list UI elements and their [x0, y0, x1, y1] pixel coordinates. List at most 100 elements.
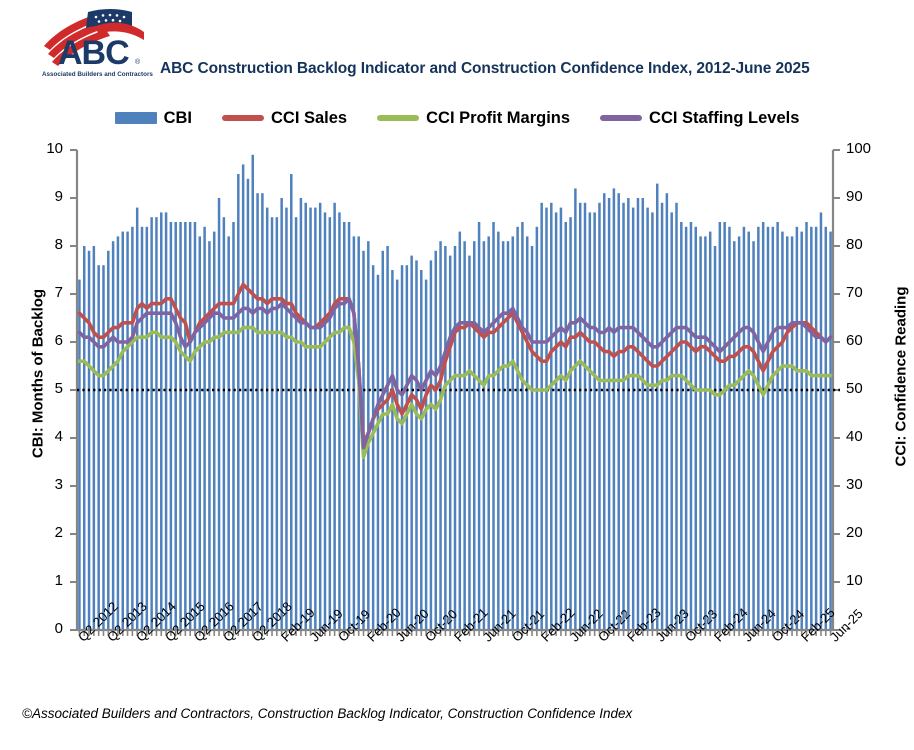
y-tick-right: 30 [846, 476, 863, 493]
cbi-bar [160, 212, 163, 630]
cbi-bar [805, 222, 808, 630]
cbi-bar [261, 193, 264, 630]
cbi-bar [338, 212, 341, 630]
cbi-bar [304, 202, 307, 631]
cbi-bar [593, 212, 596, 630]
cbi-bar [208, 241, 211, 630]
cbi-bar [237, 174, 240, 630]
cbi-bar [665, 193, 669, 630]
cbi-bar [636, 198, 640, 630]
cbi-bar [246, 178, 250, 631]
cbi-bar [766, 226, 770, 631]
cbi-bar [131, 226, 134, 631]
cbi-bar [429, 260, 433, 630]
cbi-bar [155, 217, 158, 630]
cbi-bar [347, 222, 351, 630]
cbi-bar [371, 265, 375, 630]
y-tick-right: 60 [846, 332, 863, 349]
cbi-bar [646, 207, 649, 630]
cbi-bar [497, 231, 500, 630]
cbi-bar [545, 207, 548, 630]
cbi-bar [376, 274, 380, 630]
cbi-bar [135, 207, 139, 630]
x-axis-labels: Q2 2012 Q2 2013 Q2 2014 Q2 2015 Q2 2016 Q2 20… [0, 599, 914, 702]
cbi-bar [607, 198, 611, 630]
cbi-bar [275, 217, 279, 630]
cbi-bar [554, 212, 558, 630]
cbi-bar [140, 226, 144, 631]
legend-item-cci-staffing-levels: CCI Staffing Levels [600, 109, 799, 128]
legend-item-cci-sales: CCI Sales [221, 109, 347, 128]
y-tick-right: 20 [846, 524, 863, 541]
cbi-bar [689, 222, 693, 630]
cbi-bar [612, 188, 616, 630]
cbi-bar [675, 202, 678, 631]
cbi-bar [386, 246, 389, 630]
cbi-bar [107, 250, 110, 631]
cbi-bar [704, 236, 707, 630]
cbi-bar [588, 212, 592, 630]
cbi-bar [217, 198, 221, 630]
cbi-bar [477, 222, 481, 630]
cbi-bar [723, 222, 726, 630]
cbi-bar [434, 250, 437, 631]
cbi-bar [603, 193, 606, 630]
cbi-bar [448, 255, 452, 630]
y-tick-left: 6 [54, 332, 63, 349]
cbi-bar [521, 222, 524, 630]
y-tick-right: 40 [846, 428, 863, 445]
chart-legend: CBI CCI Sales CCI Profit Margins CCI Sta… [0, 103, 914, 133]
cbi-bar [188, 222, 192, 630]
cbi-bar [718, 222, 722, 630]
cbi-bar [256, 193, 259, 630]
cbi-bar [506, 241, 510, 630]
cbi-bar [786, 236, 789, 630]
cbi-bar [660, 202, 664, 631]
legend-label-cci-profit-margins: CCI Profit Margins [426, 108, 571, 127]
cbi-bar [540, 202, 543, 631]
legend-item-cbi: CBI [114, 109, 192, 128]
cbi-bar [309, 207, 312, 630]
cbi-bar [78, 279, 81, 630]
cbi-bar [318, 202, 322, 631]
cbi-bar [651, 212, 654, 630]
cbi-bar [511, 236, 515, 630]
cbi-bar [627, 198, 630, 630]
y-tick-left: 9 [54, 188, 63, 205]
series-line-cci-profit-margins [77, 325, 833, 459]
cbi-bar [814, 226, 818, 631]
y-tick-right: 90 [846, 188, 863, 205]
y-tick-right: - [846, 620, 851, 637]
legend-swatch-cci-profit-margins-icon [377, 115, 420, 121]
cbi-bar [400, 265, 404, 630]
cbi-bar [810, 226, 813, 631]
cbi-bar [752, 241, 755, 630]
y-tick-right: 10 [846, 572, 863, 589]
cbi-bar [670, 212, 673, 630]
y-tick-left: 0 [54, 620, 63, 637]
cbi-bar [829, 231, 832, 630]
y-tick-left: 2 [54, 524, 63, 541]
cbi-bar [453, 246, 457, 630]
cbi-bar [424, 279, 428, 630]
cbi-bar [516, 226, 519, 631]
legend-swatch-cci-staffing-levels-icon [600, 115, 643, 121]
cbi-bar [684, 226, 688, 631]
chart-source-note: ©Associated Builders and Contractors, Co… [22, 706, 633, 721]
cbi-bar [525, 236, 529, 630]
cbi-bar [487, 236, 490, 630]
cbi-bar [410, 255, 413, 630]
cbi-bar [641, 198, 645, 630]
legend-swatch-cbi-icon [114, 112, 157, 124]
cbi-bar [680, 222, 683, 630]
cbi-bar [444, 246, 447, 630]
cbi-bar [482, 241, 486, 630]
cbi-bar [559, 207, 563, 630]
cbi-bar [111, 241, 115, 630]
y-tick-left: 4 [54, 428, 63, 445]
cbi-bar [391, 270, 394, 630]
cbi-bar [578, 202, 582, 631]
y-tick-left: 8 [54, 236, 63, 253]
legend-swatch-cci-sales-icon [221, 115, 264, 121]
cbi-bar [771, 226, 775, 631]
